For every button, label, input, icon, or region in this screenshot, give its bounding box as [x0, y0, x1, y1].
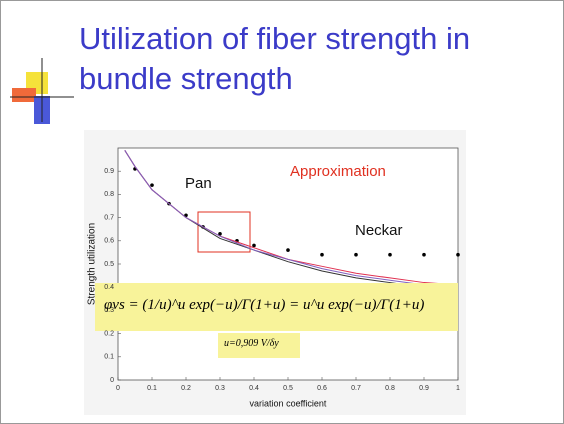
y-tick-label: 0.4 [104, 284, 114, 291]
data-point [456, 253, 460, 257]
y-tick-label: 0.8 [104, 191, 114, 198]
data-point [252, 244, 256, 248]
data-point [286, 248, 290, 252]
formula: u=0,909 V/δy [224, 338, 279, 349]
y-tick-label: 0.5 [104, 261, 114, 268]
formula: φvs = (1/u)^u exp(−u)/Γ(1+u) = u^u exp(−… [104, 297, 424, 314]
x-tick-label: 0.3 [215, 385, 225, 392]
y-tick-label: 0.6 [104, 238, 114, 245]
y-tick-label: 0.9 [104, 168, 114, 175]
chart: Pan Approximation Neckar variation coeff… [0, 0, 564, 424]
x-tick-label: 0.6 [317, 385, 327, 392]
x-tick-label: 1 [456, 385, 460, 392]
annotation: Pan [185, 175, 212, 192]
deco-square [12, 88, 36, 102]
data-point [320, 253, 324, 257]
y-tick-label: 0 [110, 377, 114, 384]
y-tick-label: 0.2 [104, 330, 114, 337]
annotation: Approximation [290, 163, 386, 180]
data-point [422, 253, 426, 257]
x-tick-label: 0.5 [283, 385, 293, 392]
x-tick-label: 0.7 [351, 385, 361, 392]
x-tick-label: 0.8 [385, 385, 395, 392]
x-tick-label: 0.2 [181, 385, 191, 392]
data-point [150, 183, 154, 187]
y-axis-label: Strength utilization [87, 223, 98, 305]
x-axis-label: variation coefficient [250, 398, 327, 408]
data-point [354, 253, 358, 257]
y-tick-label: 0.1 [104, 354, 114, 361]
annotation: Neckar [355, 222, 403, 239]
x-tick-label: 0.1 [147, 385, 157, 392]
data-point [388, 253, 392, 257]
y-tick-label: 0.7 [104, 214, 114, 221]
x-tick-label: 0 [116, 385, 120, 392]
x-tick-label: 0.9 [419, 385, 429, 392]
x-tick-label: 0.4 [249, 385, 259, 392]
